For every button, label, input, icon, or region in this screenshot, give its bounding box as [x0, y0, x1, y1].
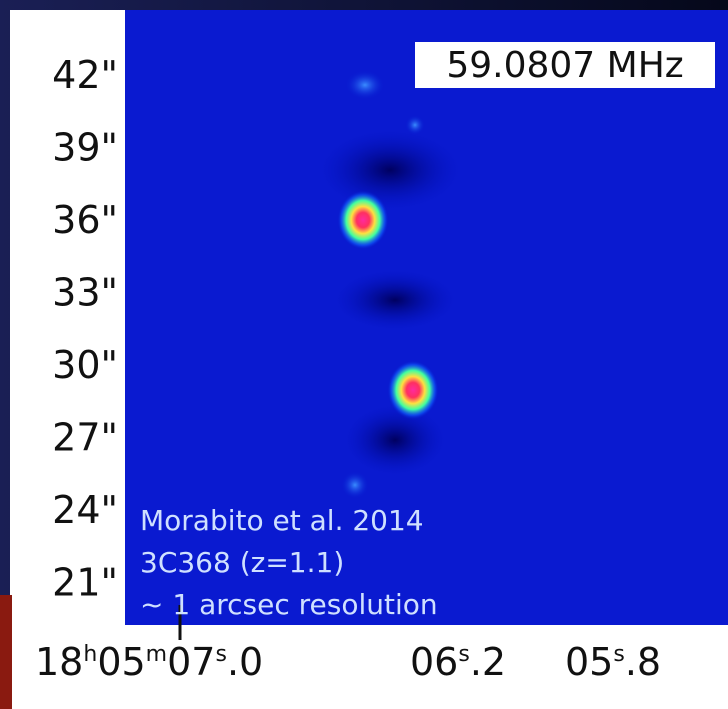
label-part: 05	[565, 640, 613, 684]
frequency-label: 59.0807 MHz	[446, 45, 683, 86]
x-tick-label: 06s.2	[410, 640, 506, 684]
unit-superscript: h	[83, 642, 97, 667]
y-tick-label: 30"	[52, 343, 118, 387]
annotation-line: 3C368 (z=1.1)	[140, 546, 344, 579]
annotation: Morabito et al. 2014 3C368 (z=1.1) ~ 1 arc…	[140, 504, 438, 621]
x-tick-label: 18h05m07s.0	[35, 640, 263, 684]
label-part: .2	[470, 640, 506, 684]
label-part: 06	[410, 640, 458, 684]
label-part: 07	[167, 640, 215, 684]
unit-superscript: s	[613, 642, 624, 667]
x-axis: 18h05m07s.0 06s.2 05s.8	[35, 640, 661, 684]
label-part: .8	[625, 640, 661, 684]
annotation-line: ~ 1 arcsec resolution	[140, 588, 438, 621]
radio-map	[125, 10, 728, 640]
y-tick-label: 24"	[52, 488, 118, 532]
label-part: 18	[35, 640, 83, 684]
y-tick-label: 21"	[52, 561, 118, 605]
annotation-line: Morabito et al. 2014	[140, 504, 424, 537]
y-tick-label: 42"	[52, 53, 118, 97]
unit-superscript: s	[458, 642, 469, 667]
y-tick-label: 27"	[52, 416, 118, 460]
y-tick-label: 33"	[52, 271, 118, 315]
unit-superscript: s	[215, 642, 226, 667]
label-part: 05	[97, 640, 145, 684]
y-axis: 42" 39" 36" 33" 30" 27" 24" 21"	[52, 53, 118, 605]
unit-superscript: m	[146, 642, 167, 667]
edge-strip	[0, 595, 12, 709]
y-tick-label: 36"	[52, 198, 118, 242]
x-tick-label: 05s.8	[565, 640, 661, 684]
y-tick-label: 39"	[52, 126, 118, 170]
label-part: .0	[227, 640, 263, 684]
frequency-box	[415, 42, 715, 88]
